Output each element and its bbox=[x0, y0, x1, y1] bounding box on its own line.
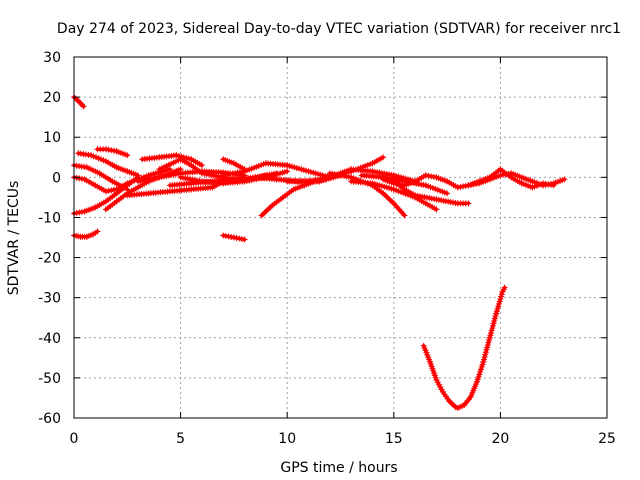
y-tick-label: -50 bbox=[38, 371, 61, 387]
data-point bbox=[105, 146, 112, 153]
data-point bbox=[475, 373, 482, 380]
data-point bbox=[444, 190, 451, 197]
series-arc-5 bbox=[75, 150, 141, 179]
data-point bbox=[476, 371, 483, 378]
data-point bbox=[474, 376, 481, 383]
y-tick-label: -20 bbox=[38, 251, 61, 267]
series-arc-17 bbox=[220, 160, 333, 181]
y-tick-label: -30 bbox=[38, 291, 61, 307]
data-point bbox=[401, 212, 408, 219]
data-point bbox=[76, 209, 83, 216]
data-points bbox=[71, 94, 568, 411]
series-arc-16 bbox=[220, 232, 248, 243]
data-point bbox=[477, 368, 484, 375]
data-point bbox=[102, 188, 109, 195]
data-point bbox=[110, 186, 117, 193]
x-tick-label: 10 bbox=[278, 431, 296, 447]
data-point bbox=[465, 200, 472, 207]
data-point bbox=[425, 172, 432, 179]
data-point bbox=[457, 183, 464, 190]
data-point bbox=[78, 208, 85, 215]
data-point bbox=[105, 187, 112, 194]
y-axis-label: SDTVAR / TECUs bbox=[6, 181, 22, 296]
data-point bbox=[124, 152, 131, 159]
data-point bbox=[241, 236, 248, 243]
y-tick-label: 20 bbox=[43, 90, 61, 106]
data-point bbox=[108, 147, 115, 154]
data-point bbox=[460, 183, 467, 190]
data-point bbox=[230, 234, 237, 241]
grid-lines bbox=[74, 57, 607, 418]
data-point bbox=[479, 361, 486, 368]
series-line bbox=[421, 285, 507, 410]
data-point bbox=[501, 284, 508, 291]
data-point bbox=[225, 233, 232, 240]
x-axis-label: GPS time / hours bbox=[280, 460, 397, 476]
data-point bbox=[222, 232, 229, 239]
data-point bbox=[220, 232, 227, 239]
data-point bbox=[430, 173, 437, 180]
series-arc-2 bbox=[71, 228, 101, 240]
y-tick-label: 0 bbox=[52, 170, 61, 186]
data-point bbox=[94, 228, 101, 235]
x-tick-label: 5 bbox=[176, 431, 185, 447]
series-arc-23 bbox=[348, 178, 440, 213]
y-tick-label: 30 bbox=[43, 50, 61, 66]
series-arc-26 bbox=[390, 178, 472, 207]
y-tick-label: -60 bbox=[38, 411, 61, 427]
series-arc-11 bbox=[139, 152, 205, 169]
data-point bbox=[548, 181, 555, 188]
y-tick-label: 10 bbox=[43, 130, 61, 146]
series-arc-29 bbox=[420, 284, 508, 411]
data-point bbox=[433, 206, 440, 213]
data-point bbox=[236, 235, 243, 242]
y-tick-label: -40 bbox=[38, 331, 61, 347]
data-point bbox=[73, 209, 80, 216]
data-point bbox=[454, 184, 461, 191]
data-point bbox=[380, 154, 387, 161]
data-point bbox=[102, 146, 109, 153]
data-point bbox=[134, 172, 141, 179]
x-tick-label: 25 bbox=[598, 431, 616, 447]
data-point bbox=[477, 366, 484, 373]
data-point bbox=[238, 236, 245, 243]
plot-frame bbox=[73, 56, 608, 419]
data-point bbox=[228, 233, 235, 240]
data-point bbox=[73, 174, 80, 181]
axis-ticks: 0 5 10 15 20 25 30 20 10 0 -10 -20 -30 -40 -50 -60 bbox=[38, 50, 616, 447]
data-point bbox=[233, 235, 240, 242]
data-point bbox=[561, 176, 568, 183]
data-point bbox=[78, 175, 85, 182]
data-point bbox=[80, 103, 87, 110]
series-line bbox=[259, 177, 328, 218]
data-point bbox=[550, 182, 557, 189]
x-tick-label: 20 bbox=[491, 431, 509, 447]
data-point bbox=[542, 180, 549, 187]
series-arc-28 bbox=[465, 166, 557, 191]
data-point bbox=[110, 147, 117, 154]
series-arc-1 bbox=[71, 94, 87, 110]
data-point bbox=[284, 168, 291, 175]
data-point bbox=[545, 181, 552, 188]
data-point bbox=[540, 180, 547, 187]
x-tick-label: 15 bbox=[385, 431, 403, 447]
chart-title: Day 274 of 2023, Sidereal Day-to-day VTE… bbox=[57, 21, 621, 37]
data-point bbox=[198, 162, 205, 169]
data-point bbox=[473, 378, 480, 385]
series-arc-22 bbox=[326, 170, 408, 219]
data-point bbox=[422, 172, 429, 179]
series-arc-6 bbox=[71, 166, 173, 195]
x-tick-label: 0 bbox=[70, 431, 79, 447]
data-point bbox=[76, 175, 83, 182]
series-arc-7 bbox=[94, 146, 131, 159]
y-tick-label: -10 bbox=[38, 210, 61, 226]
data-point bbox=[497, 172, 504, 179]
data-point bbox=[108, 187, 115, 194]
data-point bbox=[478, 363, 485, 370]
data-point bbox=[428, 173, 435, 180]
series-arc-9 bbox=[124, 178, 227, 199]
